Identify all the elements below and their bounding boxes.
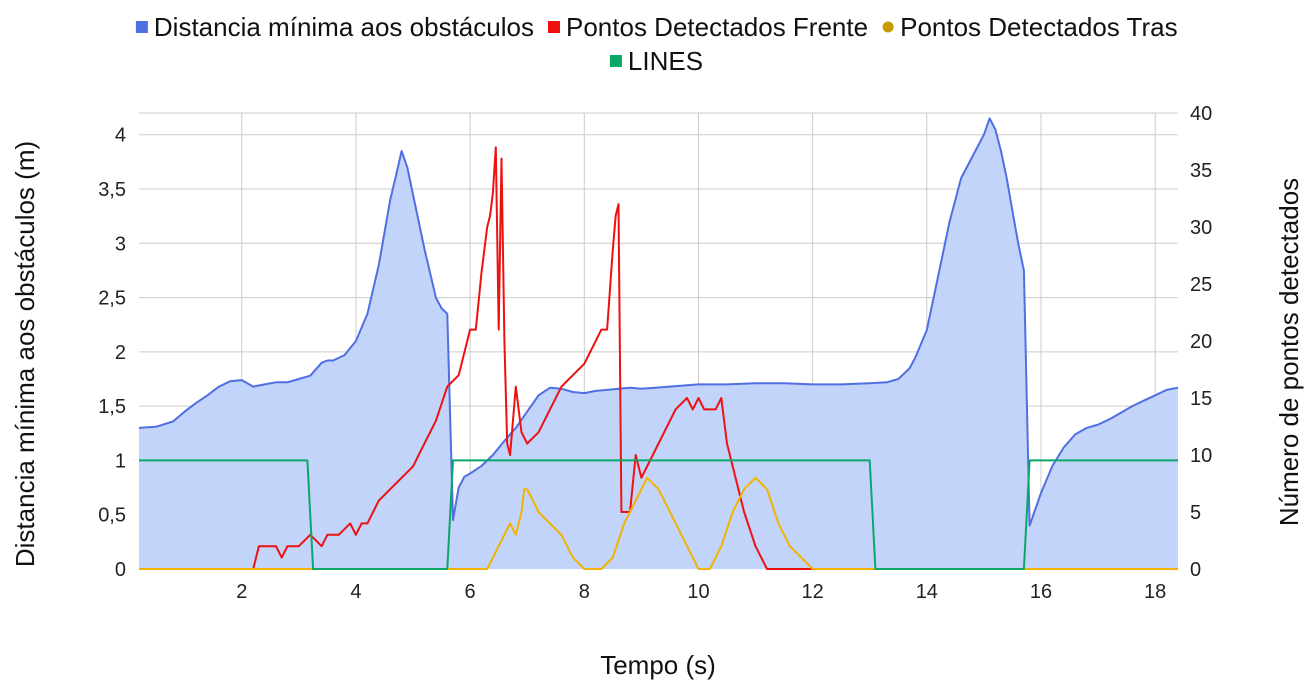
legend-swatch (548, 21, 560, 33)
y-left-tick-label: 3 (115, 233, 126, 255)
series-area-distancia-minima-aos-obstaculos (139, 118, 1178, 570)
y-right-tick-label: 15 (1190, 388, 1212, 410)
y-left-tick-label: 0,5 (98, 505, 126, 527)
y-left-tick-label: 0 (115, 559, 126, 581)
y-right-tick-label: 40 (1190, 103, 1212, 125)
plot-area (138, 117, 1179, 570)
y-right-tick-label: 0 (1190, 559, 1201, 581)
y-right-tick-label: 5 (1190, 502, 1201, 524)
legend-item: Pontos Detectados Frente (548, 12, 868, 42)
x-tick-label: 14 (916, 581, 938, 603)
x-tick-label: 18 (1144, 581, 1166, 603)
x-tick-label: 12 (802, 581, 824, 603)
legend-label: Distancia mínima aos obstáculos (154, 12, 534, 42)
y-left-axis-title: Distancia mínima aos obstáculos (m) (10, 141, 40, 567)
legend-item: Pontos Detectados Tras (882, 12, 1178, 42)
x-axis-title: Tempo (s) (600, 650, 716, 680)
x-tick-label: 2 (236, 581, 247, 603)
legend-item: Distancia mínima aos obstáculos (135, 12, 534, 42)
chart-legend: Distancia mínima aos obstáculos Pontos De… (135, 12, 1178, 76)
y-left-tick-label: 2,5 (98, 288, 126, 310)
legend-swatch (609, 55, 622, 67)
legend-swatch (135, 21, 148, 33)
series-line-lines (139, 459, 1178, 570)
y-left-tick-label: 2 (115, 342, 126, 364)
y-left-tick-label: 1,5 (98, 396, 126, 418)
y-right-tick-label: 25 (1190, 274, 1212, 296)
y-left-axis-ticks: 0 0,5 1 1,5 2 2,5 3 3,5 4 (98, 125, 126, 581)
x-tick-label: 10 (687, 581, 709, 603)
series-line-pontos-detectados-tras (139, 476, 1178, 570)
y-right-tick-label: 35 (1190, 160, 1212, 182)
y-left-tick-label: 3,5 (98, 179, 126, 201)
legend-label: LINES (628, 46, 703, 76)
y-right-axis-ticks: 0 5 10 15 20 25 30 35 40 (1190, 103, 1212, 581)
legend-label: Pontos Detectados Frente (566, 12, 868, 42)
x-tick-label: 8 (579, 581, 590, 603)
y-left-tick-label: 4 (115, 125, 126, 147)
y-right-tick-label: 20 (1190, 331, 1212, 353)
y-left-tick-label: 1 (115, 450, 126, 472)
series-line-pontos-detectados-frente (139, 146, 813, 570)
x-tick-label: 16 (1030, 581, 1052, 603)
series-line-distancia-minima-aos-obstaculos (138, 117, 1179, 527)
x-tick-label: 4 (350, 581, 361, 603)
y-right-axis-title: Número de pontos detectados (1274, 178, 1304, 526)
legend-swatch (882, 21, 894, 33)
y-right-tick-label: 30 (1190, 217, 1212, 239)
legend-label: Pontos Detectados Tras (900, 12, 1177, 42)
x-axis-ticks: 2 4 6 8 10 12 14 16 18 (236, 581, 1166, 603)
x-tick-label: 6 (465, 581, 476, 603)
legend-item: LINES (609, 46, 703, 76)
y-right-tick-label: 10 (1190, 445, 1212, 467)
